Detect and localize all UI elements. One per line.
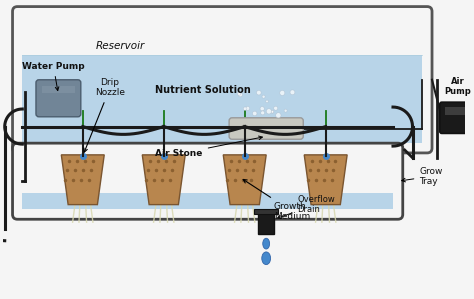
Text: Air
Pump: Air Pump [444, 77, 471, 96]
Circle shape [290, 90, 295, 95]
Circle shape [243, 107, 247, 110]
Ellipse shape [63, 109, 82, 123]
FancyBboxPatch shape [229, 118, 303, 139]
Ellipse shape [144, 123, 162, 138]
Ellipse shape [246, 123, 265, 138]
Circle shape [246, 106, 250, 110]
Polygon shape [304, 155, 347, 205]
Ellipse shape [225, 123, 243, 138]
Circle shape [273, 106, 278, 110]
Text: Grow
Tray: Grow Tray [401, 167, 443, 186]
Circle shape [276, 113, 281, 118]
Ellipse shape [305, 109, 325, 123]
Circle shape [271, 110, 274, 113]
Ellipse shape [262, 252, 271, 265]
Ellipse shape [228, 100, 246, 112]
Ellipse shape [224, 109, 244, 123]
Polygon shape [223, 155, 266, 205]
Bar [255, 208, 278, 214]
Bar [22, 193, 393, 210]
FancyBboxPatch shape [440, 102, 474, 133]
Bar [22, 55, 422, 143]
Ellipse shape [238, 99, 252, 108]
Circle shape [284, 109, 287, 112]
Bar [445, 107, 470, 115]
Circle shape [280, 90, 285, 95]
Text: Nutrient Solution: Nutrient Solution [155, 85, 251, 94]
Circle shape [271, 111, 273, 114]
Ellipse shape [84, 123, 103, 138]
Ellipse shape [319, 99, 333, 108]
Ellipse shape [63, 123, 82, 138]
Text: Air Stone: Air Stone [155, 136, 263, 158]
Ellipse shape [246, 109, 265, 123]
Ellipse shape [306, 123, 324, 138]
Ellipse shape [244, 100, 261, 112]
Text: Drip
Nozzle: Drip Nozzle [84, 78, 125, 152]
Ellipse shape [84, 109, 103, 123]
FancyBboxPatch shape [12, 143, 403, 219]
Circle shape [237, 92, 240, 95]
Ellipse shape [165, 109, 184, 123]
Text: Growth
Medium: Growth Medium [243, 179, 310, 221]
Bar [42, 86, 75, 93]
Ellipse shape [325, 100, 342, 112]
Circle shape [256, 90, 261, 95]
Ellipse shape [165, 123, 184, 138]
Circle shape [266, 109, 272, 114]
Ellipse shape [163, 100, 180, 112]
Ellipse shape [82, 100, 99, 112]
Ellipse shape [263, 238, 270, 249]
Bar [258, 212, 274, 234]
Ellipse shape [76, 99, 90, 108]
Ellipse shape [327, 123, 346, 138]
Ellipse shape [147, 100, 164, 112]
Circle shape [260, 107, 264, 111]
Polygon shape [61, 155, 104, 205]
Circle shape [238, 93, 242, 97]
Ellipse shape [143, 109, 163, 123]
FancyBboxPatch shape [36, 80, 81, 117]
Polygon shape [142, 155, 185, 205]
Ellipse shape [310, 100, 326, 112]
Circle shape [262, 95, 265, 98]
FancyBboxPatch shape [12, 7, 432, 153]
Ellipse shape [66, 100, 83, 112]
Text: Overflow
Drain: Overflow Drain [278, 195, 335, 219]
Text: Water Pump: Water Pump [22, 62, 85, 91]
Text: Reservoir: Reservoir [95, 41, 145, 51]
Ellipse shape [157, 99, 171, 108]
Ellipse shape [327, 109, 346, 123]
Circle shape [266, 100, 268, 103]
Circle shape [253, 111, 257, 116]
Circle shape [261, 111, 264, 115]
